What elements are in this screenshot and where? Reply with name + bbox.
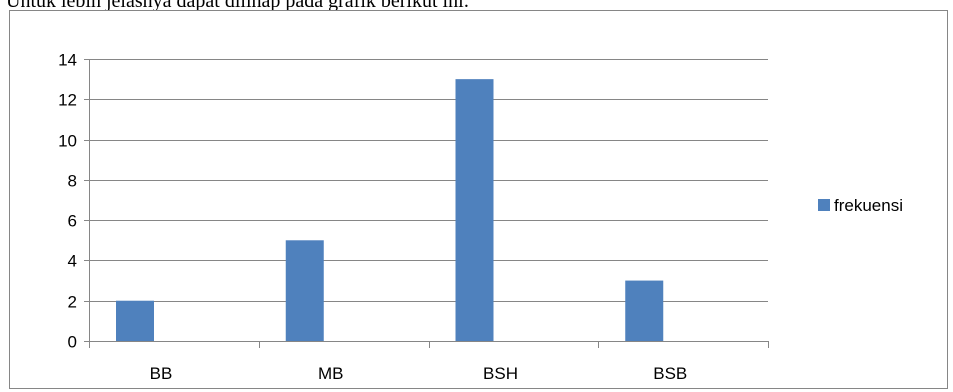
bars — [116, 79, 664, 342]
axes — [84, 59, 769, 348]
legend-label: frekuensi — [834, 196, 903, 215]
y-tick-label: 4 — [68, 252, 77, 271]
y-tick-label: 10 — [58, 132, 77, 151]
y-tick-label: 2 — [68, 293, 77, 312]
bar-bb — [116, 300, 154, 341]
bar-bsb — [625, 280, 664, 341]
y-tick-label: 0 — [68, 333, 77, 352]
legend-swatch — [818, 199, 830, 211]
bar-bsh — [455, 79, 494, 342]
x-category-label: MB — [318, 364, 344, 383]
y-tick-label: 12 — [58, 91, 77, 110]
x-category-label: BSH — [483, 364, 518, 383]
intro-text: Untuk lebih jelasnya dapat dilihap pada … — [6, 0, 470, 12]
x-category-label: BB — [150, 364, 173, 383]
y-axis-tick-labels: 0 2 4 6 8 10 12 14 — [58, 51, 77, 352]
x-category-label: BSB — [653, 364, 687, 383]
gridlines — [89, 59, 768, 302]
y-tick-label: 6 — [68, 212, 77, 231]
bar-mb — [285, 240, 324, 341]
legend: frekuensi — [818, 196, 903, 215]
y-tick-label: 14 — [58, 51, 77, 70]
x-axis-category-labels: BB MB BSH BSB — [150, 364, 688, 383]
y-tick-label: 8 — [68, 172, 77, 191]
